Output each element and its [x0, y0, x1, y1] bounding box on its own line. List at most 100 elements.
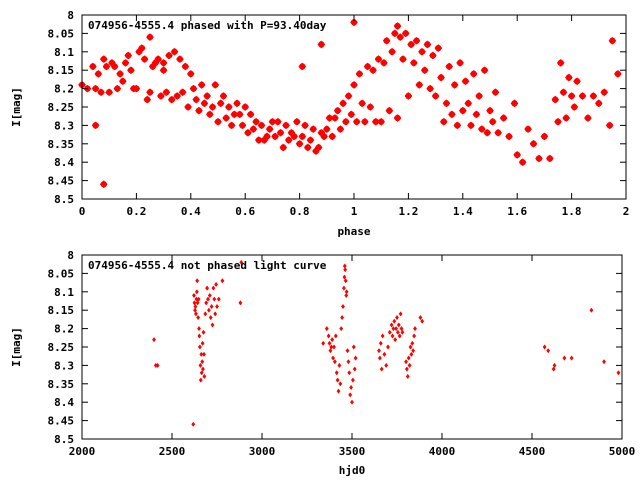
data-point — [207, 292, 212, 299]
data-point — [91, 121, 100, 130]
data-point — [385, 106, 394, 115]
data-point — [355, 70, 364, 78]
data-point — [173, 92, 181, 100]
y-axis-label: I[mag] — [10, 327, 23, 367]
data-point — [157, 92, 165, 100]
data-point — [214, 281, 219, 288]
chart-title: 074956-4555.4 phased with P=93.40day — [88, 19, 327, 32]
data-point — [239, 259, 244, 265]
data-point — [342, 274, 347, 280]
data-point — [138, 44, 146, 52]
data-point — [524, 125, 532, 133]
data-point — [340, 314, 345, 321]
data-point — [154, 55, 162, 63]
phased-light-curve-chart: 0 0.2 0.4 0.6 0.8 1 1.2 1.4 1.6 1.8 2 8 8.05 8.1 8.15 8… — [10, 9, 629, 238]
data-point — [418, 48, 426, 56]
data-point — [339, 99, 347, 108]
data-point — [199, 351, 204, 357]
data-point — [230, 110, 239, 119]
data-point — [344, 289, 349, 295]
data-point — [159, 59, 168, 67]
data-point — [418, 314, 423, 321]
data-point — [274, 117, 282, 126]
y-tick-label: 8.1 — [54, 46, 74, 59]
data-point — [265, 125, 274, 133]
data-point — [348, 392, 353, 398]
data-point — [342, 263, 347, 269]
data-point — [193, 307, 198, 313]
data-point — [542, 344, 547, 350]
data-point — [200, 340, 205, 346]
data-point — [170, 48, 179, 56]
data-point — [390, 333, 395, 339]
data-point — [382, 36, 391, 45]
data-point — [389, 322, 394, 328]
data-point — [328, 132, 337, 141]
data-point — [206, 110, 214, 119]
data-point — [209, 303, 214, 310]
data-point — [99, 55, 108, 63]
y-tick-label: 8.35 — [48, 138, 75, 151]
data-point — [279, 143, 288, 152]
data-point — [410, 340, 415, 346]
data-point — [202, 373, 207, 380]
data-point — [324, 325, 329, 332]
data-point — [350, 399, 354, 405]
data-point — [480, 66, 489, 74]
data-point — [99, 180, 108, 189]
data-point — [420, 318, 425, 324]
data-point — [589, 307, 594, 313]
data-point — [252, 117, 260, 126]
data-point — [193, 311, 198, 317]
data-point — [233, 99, 241, 108]
x-axis-label: phase — [337, 225, 370, 238]
data-point — [608, 36, 617, 45]
phased-data-points — [78, 18, 622, 189]
data-point — [408, 344, 413, 350]
y-tick-label: 8.35 — [48, 378, 75, 391]
axis-ticks: 2000 2500 3000 3500 4000 4500 5000 8 8.05 8.1 8.15… — [48, 249, 636, 458]
data-point — [268, 117, 277, 126]
data-point — [298, 132, 307, 141]
data-point — [332, 359, 337, 365]
data-point — [200, 99, 209, 108]
data-point — [551, 95, 560, 104]
data-point — [192, 300, 197, 306]
data-point — [552, 362, 557, 369]
y-tick-label: 8.3 — [54, 119, 74, 132]
data-point — [562, 114, 570, 122]
data-point — [377, 348, 381, 354]
data-point — [306, 136, 315, 144]
data-point — [191, 421, 196, 427]
data-point — [387, 329, 392, 335]
data-point — [448, 110, 456, 119]
data-point — [332, 344, 336, 350]
data-point — [197, 333, 202, 339]
data-point — [393, 22, 402, 30]
data-point — [198, 362, 203, 369]
data-point — [344, 292, 349, 299]
data-point — [397, 333, 402, 339]
data-point — [358, 99, 366, 108]
x-tick-label: 0.4 — [181, 205, 201, 218]
data-point — [119, 77, 127, 86]
data-point — [295, 140, 304, 148]
data-point — [194, 289, 199, 295]
data-point — [238, 121, 247, 130]
data-point — [412, 36, 421, 45]
data-point — [393, 337, 398, 343]
y-axis-label: I[mag] — [10, 87, 23, 127]
x-tick-label: 2000 — [69, 445, 96, 458]
data-point — [187, 70, 195, 78]
data-point — [459, 106, 467, 115]
data-point — [378, 340, 383, 346]
data-point — [391, 325, 396, 332]
x-tick-label: 3500 — [339, 445, 366, 458]
data-point — [244, 128, 252, 137]
data-point — [363, 62, 372, 71]
data-point — [366, 103, 375, 111]
x-tick-label: 5000 — [609, 445, 636, 458]
data-point — [569, 355, 574, 361]
data-point — [110, 62, 119, 71]
data-point — [330, 337, 335, 343]
